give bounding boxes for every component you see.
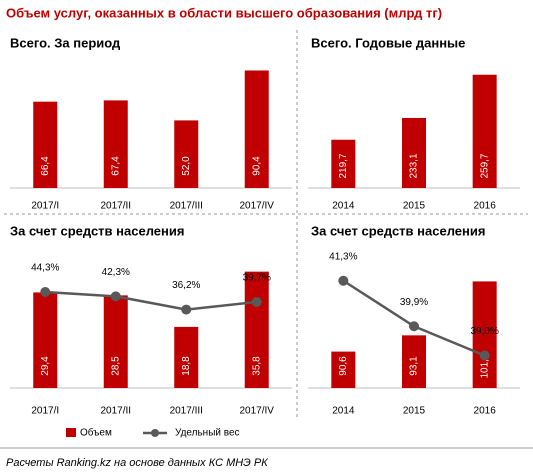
panel-title: За счет средств населения	[311, 223, 485, 238]
bar-value-label: 52,0	[181, 156, 192, 176]
bar-value-label: 29,4	[40, 356, 51, 376]
chart-title: Объем услуг, оказанных в области высшего…	[6, 5, 442, 20]
bar	[331, 351, 356, 388]
x-tick-label: 2017/I	[31, 201, 59, 212]
x-tick-label: 2016	[474, 406, 497, 417]
x-tick-label: 2014	[332, 406, 355, 417]
x-tick-label: 2017/I	[31, 406, 59, 417]
bar	[472, 74, 497, 188]
bar	[103, 100, 128, 188]
line-value-label: 36,2%	[172, 280, 200, 291]
bar	[244, 70, 269, 188]
bar-value-label: 90,6	[338, 356, 349, 376]
line-marker	[338, 275, 349, 286]
x-tick-label: 2017/III	[170, 406, 203, 417]
line-value-label: 39,7%	[243, 273, 271, 284]
x-tick-label: 2014	[332, 201, 355, 212]
bar	[331, 139, 356, 188]
panel-title: За счет средств населения	[10, 223, 184, 238]
bar	[174, 326, 199, 388]
x-tick-label: 2017/II	[100, 406, 131, 417]
line-marker	[110, 291, 121, 302]
bar	[402, 117, 426, 188]
bar	[402, 335, 426, 388]
line-value-label: 39,0%	[470, 326, 498, 337]
legend-label: Удельный вес	[175, 428, 240, 439]
bar	[244, 271, 269, 388]
bar	[33, 101, 58, 188]
x-tick-label: 2016	[474, 201, 497, 212]
line-value-label: 41,3%	[329, 251, 357, 262]
bar-value-label: 66,4	[40, 156, 51, 176]
bar-value-label: 219,7	[338, 153, 349, 178]
line-marker	[181, 304, 192, 315]
x-tick-label: 2015	[403, 201, 426, 212]
bar-value-label: 28,5	[110, 356, 121, 376]
bar-value-label: 101,4	[479, 353, 490, 378]
bar-value-label: 18,8	[181, 356, 192, 376]
line	[45, 290, 257, 311]
bar	[33, 292, 58, 388]
line-value-label: 44,3%	[31, 263, 59, 274]
bar-value-label: 35,8	[251, 356, 262, 376]
line-marker	[40, 287, 51, 298]
panel-title: Всего. За период	[10, 35, 121, 50]
bar-value-label: 90,4	[251, 156, 262, 176]
line-marker	[251, 296, 262, 307]
bar	[174, 120, 199, 188]
bar	[103, 295, 128, 388]
legend-label: Объем	[80, 427, 112, 439]
legend-swatch	[151, 429, 159, 437]
x-tick-label: 2017/III	[170, 201, 203, 212]
bar-value-label: 259,7	[479, 153, 490, 178]
source-note: Расчеты Ranking.kz на основе данных КС М…	[6, 457, 268, 469]
panel-title: Всего. Годовые данные	[311, 35, 465, 50]
x-tick-label: 2017/IV	[240, 201, 275, 212]
line-marker	[409, 321, 419, 332]
bar	[472, 281, 497, 388]
x-tick-label: 2017/II	[100, 201, 131, 212]
bar-value-label: 233,1	[409, 153, 420, 178]
line-value-label: 39,9%	[400, 297, 428, 308]
legend-swatch	[66, 428, 76, 437]
line-value-label: 42,3%	[102, 267, 130, 278]
x-tick-label: 2015	[403, 406, 426, 417]
x-tick-label: 2017/IV	[240, 406, 275, 417]
bar-value-label: 67,4	[110, 156, 121, 176]
line-marker	[479, 350, 490, 361]
bar-value-label: 93,1	[409, 356, 420, 376]
